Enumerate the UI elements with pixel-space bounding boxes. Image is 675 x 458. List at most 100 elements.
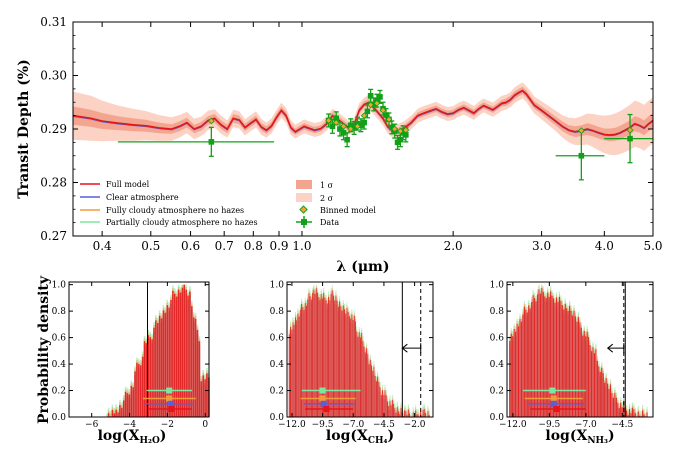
interval-marker xyxy=(166,395,173,402)
histogram-bar xyxy=(313,289,315,417)
arrow-head xyxy=(606,343,614,353)
binned-model-marker xyxy=(577,127,585,134)
binned-model-marker xyxy=(347,125,355,133)
histogram-bar xyxy=(336,300,338,417)
histogram-bar xyxy=(550,291,552,417)
histogram-bar xyxy=(347,312,349,417)
histogram-bar xyxy=(191,306,193,417)
histogram-bar xyxy=(290,327,291,417)
y-tick-label: 0.2 xyxy=(270,387,284,397)
legend-1sigma-swatch xyxy=(296,180,312,189)
histogram-bar xyxy=(579,322,581,417)
histogram-bar xyxy=(580,327,582,417)
histogram-bar xyxy=(346,307,348,417)
histogram-bar xyxy=(122,400,125,417)
histogram-bar xyxy=(620,402,622,417)
histogram-bar xyxy=(304,302,306,417)
interval-marker xyxy=(168,406,175,413)
data-marker xyxy=(397,136,404,143)
histogram-bar xyxy=(321,298,323,417)
y-tick-label: 1.0 xyxy=(490,281,505,291)
histogram-bar xyxy=(563,309,565,417)
legend-full-label: Full model xyxy=(106,180,150,189)
y-tick-label: 0.2 xyxy=(52,387,66,397)
x-tick-label: 3.0 xyxy=(532,239,551,253)
y-tick-label: 0.0 xyxy=(490,413,505,423)
histogram-bar xyxy=(174,293,176,417)
histogram-bar xyxy=(307,299,309,417)
histogram-bar xyxy=(517,326,520,417)
y-tick-label: 0.6 xyxy=(52,334,67,344)
y-tick-label: 1.0 xyxy=(52,281,67,291)
histogram-bar xyxy=(293,325,295,417)
histogram-bar xyxy=(192,317,195,417)
credible-interval xyxy=(144,400,194,407)
histogram-bar xyxy=(628,409,631,417)
histogram-bar xyxy=(377,376,379,417)
histogram-bar xyxy=(560,300,562,417)
histogram-bar xyxy=(643,414,645,417)
histogram-bar xyxy=(406,415,408,417)
histogram-bar xyxy=(351,314,353,417)
histogram-bar xyxy=(631,407,633,417)
histogram-bar xyxy=(353,315,355,417)
credible-interval xyxy=(301,387,361,394)
ch4-x-label-sub: CH₄ xyxy=(368,436,388,446)
interval-marker xyxy=(549,387,556,394)
histogram-bar xyxy=(388,406,390,417)
histogram-bar xyxy=(611,392,613,417)
spectrum-panel: 0.4 0.5 0.6 0.7 0.8 0.9 1.0 2.0 3.0 4.0 5.0 0.270.… xyxy=(16,15,663,275)
data-marker xyxy=(370,101,377,108)
binned-model-points xyxy=(207,99,634,135)
histogram-bar xyxy=(601,367,603,417)
histogram-bar xyxy=(634,413,636,417)
histogram-bar xyxy=(404,410,406,417)
histogram-bar xyxy=(341,310,343,417)
histogram-bar xyxy=(358,332,360,417)
legend-clear-label: Clear atmosphere xyxy=(106,193,179,202)
histogram-bar xyxy=(389,400,391,417)
posterior-axes-frame xyxy=(286,281,434,418)
histogram-bar xyxy=(312,292,314,417)
histogram-bar xyxy=(522,314,524,417)
histogram-bar xyxy=(138,364,140,417)
histogram-bar xyxy=(383,395,385,417)
histogram-bar xyxy=(621,407,623,417)
x-tick-label: 5.0 xyxy=(643,239,662,253)
legend-data-marker xyxy=(296,216,312,228)
y-tick-label: 0.4 xyxy=(270,360,285,370)
histogram-bar xyxy=(196,329,199,417)
histogram-bar xyxy=(126,393,129,417)
histogram-bar xyxy=(531,302,533,417)
histogram-bar xyxy=(299,309,301,417)
legend-partly-label: Partially cloudy atmosphere no hazes xyxy=(106,218,258,227)
binned-model-marker xyxy=(385,115,393,123)
histogram-bar xyxy=(617,402,619,417)
histogram-bar xyxy=(345,313,347,417)
histogram-bar xyxy=(564,303,566,417)
h2o-x-axis-label: log(XH₂O) xyxy=(98,428,167,446)
histogram-bar xyxy=(325,300,327,417)
histogram-bar xyxy=(421,413,423,417)
h2o-x-label-sub: H₂O xyxy=(140,436,160,446)
y-tick-label: 0.4 xyxy=(52,360,67,370)
histogram-bar xyxy=(124,391,127,417)
histogram-bar xyxy=(291,329,293,417)
histogram-bar xyxy=(361,332,363,417)
histogram-bar xyxy=(411,413,413,417)
posterior-panel-nh3: −12.0 −9.5 −7.0 −4.5 0.0 0.2 0.4 0.6 0.8 1.0 xyxy=(490,281,654,430)
histogram-bar xyxy=(515,331,517,417)
histogram-bar xyxy=(636,414,638,417)
histogram-bar xyxy=(593,353,596,417)
histogram-bar xyxy=(132,387,134,417)
interval-marker xyxy=(168,400,175,407)
credible-interval xyxy=(524,395,583,402)
data-marker xyxy=(351,125,357,131)
histogram-bar xyxy=(375,381,377,417)
x-tick-label: −12.0 xyxy=(278,420,306,430)
upper-limit-arrow xyxy=(606,343,625,354)
histogram-bar xyxy=(400,407,402,417)
data-marker xyxy=(344,136,350,143)
histogram-bar xyxy=(509,340,511,417)
legend-binned-label: Binned model xyxy=(320,206,376,215)
